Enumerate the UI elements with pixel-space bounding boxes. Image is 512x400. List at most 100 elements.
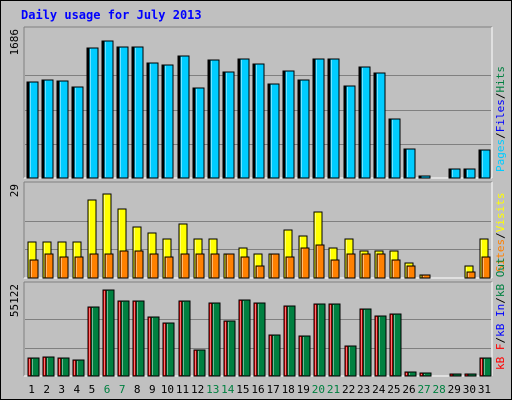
x-tick-label: 11: [176, 383, 189, 396]
bar-pages: [58, 80, 69, 179]
bar-sites: [29, 259, 39, 279]
bar-sites: [285, 256, 295, 279]
bar-pages: [465, 168, 476, 179]
bar-pages: [329, 58, 340, 179]
bar-sites: [74, 256, 84, 279]
bar-kb-out: [347, 345, 357, 377]
bar-sites: [391, 259, 401, 279]
bar-sites: [466, 271, 476, 279]
bar-kb-out: [30, 357, 40, 377]
bar-pages: [375, 72, 386, 179]
bar-pages: [314, 58, 325, 179]
bar-kb-out: [196, 349, 206, 377]
bar-kb-out: [377, 315, 387, 377]
bar-pages: [133, 46, 144, 179]
bar-sites: [406, 265, 416, 279]
bar-kb-out: [90, 306, 100, 377]
bar-sites: [89, 253, 99, 279]
legend-visits: Sites/Visits: [494, 193, 507, 273]
bar-kb-out: [165, 322, 175, 377]
bar-kb-out: [135, 300, 145, 377]
bar-kb-out: [241, 299, 251, 377]
bar-kb-out: [120, 300, 130, 377]
bar-kb-out: [271, 334, 281, 377]
bar-pages: [224, 71, 235, 179]
bar-sites: [210, 253, 220, 279]
bar-sites: [240, 256, 250, 279]
bar-sites: [119, 250, 129, 279]
legend-entry: /: [494, 132, 507, 139]
bar-pages: [284, 70, 295, 179]
x-tick-label: 28: [433, 383, 446, 396]
legend-entry: Sites: [494, 239, 507, 272]
chart-title: Daily usage for July 2013: [21, 8, 202, 22]
x-tick-label: 7: [119, 383, 126, 396]
legend-entry: Files: [494, 99, 507, 132]
x-tick-label: 1: [28, 383, 35, 396]
x-tick-label: 6: [104, 383, 111, 396]
bar-kb-out: [316, 303, 326, 377]
bar-sites: [481, 256, 491, 279]
bar-sites: [376, 253, 386, 279]
bar-sites: [134, 250, 144, 279]
bar-pages: [450, 168, 461, 179]
bar-kb-out: [331, 303, 341, 377]
x-tick-label: 27: [417, 383, 430, 396]
x-tick-label: 5: [89, 383, 96, 396]
bar-kb-out: [482, 357, 492, 377]
legend-entry: Hits: [494, 66, 507, 93]
x-tick-label: 21: [327, 383, 340, 396]
x-tick-label: 17: [266, 383, 279, 396]
bar-sites: [255, 265, 265, 279]
bar-pages: [88, 47, 99, 179]
bar-pages: [299, 79, 310, 179]
bar-pages: [420, 175, 431, 179]
x-tick-label: 18: [282, 383, 295, 396]
bar-sites: [225, 253, 235, 279]
bar-pages: [148, 62, 159, 179]
y-axis-max-label: 1686: [8, 29, 21, 56]
bar-kb-out: [60, 357, 70, 377]
bar-pages: [254, 63, 265, 179]
bar-kb-out: [45, 356, 55, 377]
x-tick-label: 20: [312, 383, 325, 396]
bar-sites: [44, 253, 54, 279]
x-tick-label: 12: [191, 383, 204, 396]
bar-kb-out: [256, 302, 266, 377]
bar-sites: [315, 244, 325, 279]
bar-kb-out: [422, 372, 432, 377]
bar-sites: [195, 253, 205, 279]
bar-kb-out: [226, 320, 236, 377]
x-tick-label: 16: [251, 383, 264, 396]
bar-kb-out: [286, 305, 296, 377]
x-tick-label: 10: [161, 383, 174, 396]
bar-sites: [346, 253, 356, 279]
bar-pages: [269, 83, 280, 179]
legend-entry: kB Out: [494, 257, 507, 297]
x-tick-label: 19: [297, 383, 310, 396]
bar-pages: [480, 149, 491, 179]
legend-entry: Visits: [494, 193, 507, 233]
x-tick-label: 30: [463, 383, 476, 396]
bar-kb-out: [407, 371, 417, 377]
bar-kb-out: [362, 308, 372, 377]
bar-pages: [163, 64, 174, 179]
bar-kb-out: [181, 300, 191, 377]
bar-pages: [28, 81, 39, 179]
bar-kb-out: [75, 359, 85, 377]
bar-sites: [164, 256, 174, 279]
x-tick-label: 2: [43, 383, 50, 396]
bar-pages: [73, 86, 84, 179]
bar-kb-out: [392, 313, 402, 377]
bar-pages: [360, 66, 371, 179]
legend-entry: Pages: [494, 139, 507, 172]
x-tick-label: 29: [448, 383, 461, 396]
bar-sites: [104, 253, 114, 279]
legend-entry: /: [494, 93, 507, 100]
x-tick-label: 14: [221, 383, 235, 396]
bar-pages: [43, 79, 54, 179]
bar-pages: [239, 58, 250, 179]
bar-kb-out: [105, 289, 115, 377]
bar-sites: [421, 274, 431, 279]
